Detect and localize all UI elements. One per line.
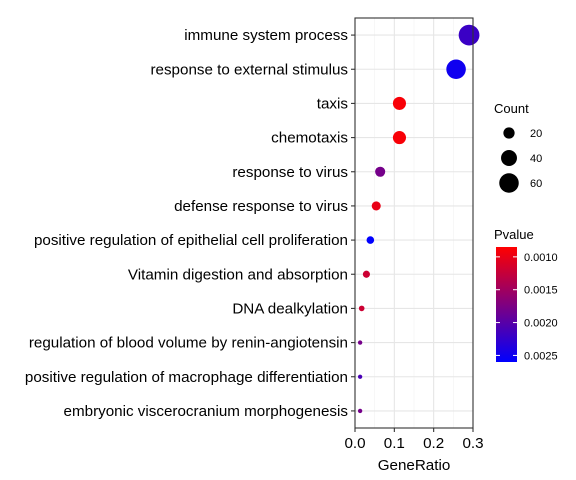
size-legend-label: 40	[530, 153, 542, 165]
y-tick-label: positive regulation of epithelial cell p…	[34, 232, 348, 249]
data-point	[458, 24, 480, 46]
color-legend-label: 0.0015	[524, 285, 558, 297]
y-tick-label: taxis	[317, 95, 349, 112]
data-point	[358, 305, 365, 312]
data-point	[362, 270, 370, 278]
y-tick-label: Vitamin digestion and absorption	[128, 266, 348, 283]
color-legend-bar	[496, 247, 517, 362]
y-tick-label: embryonic viscerocranium morphogenesis	[64, 403, 349, 420]
data-point	[371, 201, 381, 211]
size-legend-key	[501, 150, 517, 166]
size-legend-label: 20	[530, 128, 542, 140]
x-axis-title: GeneRatio	[378, 457, 451, 474]
color-legend-label: 0.0020	[524, 318, 558, 330]
y-tick-label: response to external stimulus	[150, 61, 348, 78]
color-legend-label: 0.0010	[524, 252, 558, 264]
size-legend-key	[503, 127, 515, 139]
panel-border	[354, 17, 474, 429]
size-legend-label: 60	[530, 178, 542, 190]
size-legend-key	[499, 173, 519, 193]
color-legend-label: 0.0025	[524, 350, 558, 362]
data-point	[366, 236, 375, 244]
data-point	[375, 166, 386, 177]
data-point	[392, 131, 406, 145]
y-tick-label: response to virus	[232, 164, 348, 181]
data-point	[357, 374, 363, 379]
data-point	[357, 340, 363, 345]
data-point	[357, 408, 363, 414]
x-tick-label: 0.0	[344, 435, 365, 452]
data-point	[446, 59, 466, 80]
x-tick-label: 0.3	[462, 435, 483, 452]
y-tick-label: regulation of blood volume by renin-angi…	[29, 335, 348, 352]
y-tick-label: immune system process	[184, 27, 348, 44]
x-tick-label: 0.2	[423, 435, 444, 452]
data-point	[392, 96, 406, 110]
y-tick-label: DNA dealkylation	[232, 300, 348, 317]
y-tick-label: chemotaxis	[271, 130, 348, 147]
x-tick-label: 0.1	[384, 435, 405, 452]
y-tick-label: defense response to virus	[174, 198, 348, 215]
y-tick-label: positive regulation of macrophage differ…	[25, 369, 348, 386]
color-legend-title: Pvalue	[494, 227, 534, 242]
size-legend-title: Count	[494, 101, 529, 116]
